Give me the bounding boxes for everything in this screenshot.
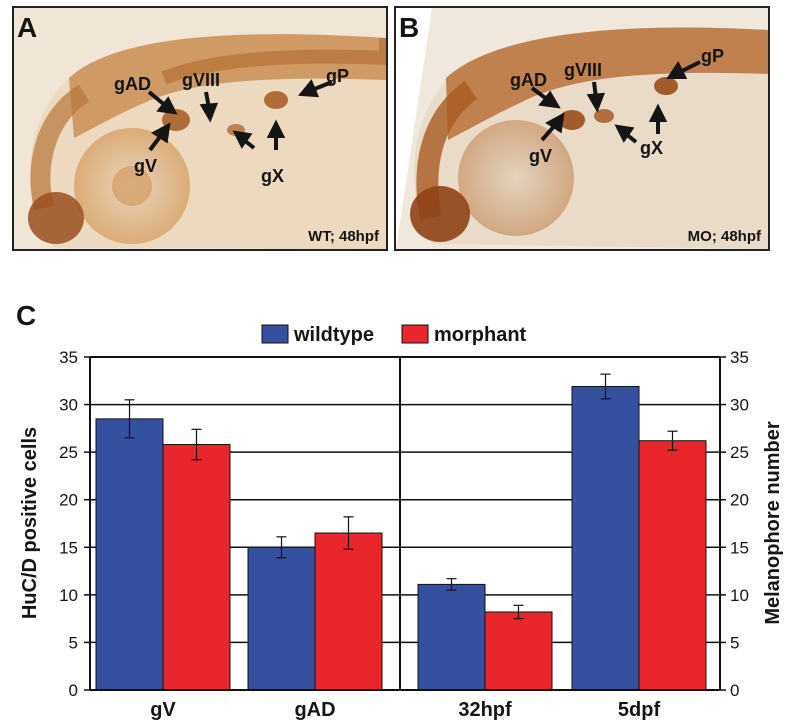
panel-b-caption: MO; 48hpf — [687, 228, 761, 245]
tick-label: 20 — [59, 491, 78, 510]
tick-label: 15 — [730, 538, 749, 557]
panel-a-letter: A — [17, 12, 38, 43]
axes — [89, 356, 721, 691]
label-gviii: gVIII — [182, 70, 221, 90]
bars — [95, 373, 707, 691]
label-gviii: gVIII — [564, 60, 603, 80]
bar-morphant — [638, 440, 707, 691]
label-gad: gAD — [114, 74, 151, 94]
bar-wildtype — [417, 583, 486, 691]
legend-swatch-wildtype — [261, 324, 289, 344]
category-label: gAD — [294, 699, 335, 721]
tick-label: 0 — [69, 681, 78, 700]
tick-label: 5 — [69, 633, 78, 652]
tick-label: 35 — [59, 348, 78, 367]
category-labels: gV gAD 32hpf 5dpf — [150, 699, 660, 721]
right-axis-label: Melanophore number — [762, 421, 784, 625]
tick-label: 5 — [730, 633, 739, 652]
panel-b-micrograph: B gAD gVIII gP gV gX MO; 48hpf — [394, 6, 770, 251]
tick-label: 20 — [730, 491, 749, 510]
panel-a-caption: WT; 48hpf — [308, 228, 379, 245]
tick-label: 10 — [730, 586, 749, 605]
wildtype-embryo-image — [14, 8, 386, 249]
category-label: 5dpf — [618, 699, 661, 721]
tick-label: 30 — [730, 396, 749, 415]
bar-morphant — [314, 532, 383, 691]
tick-label: 15 — [59, 538, 78, 557]
panel-a-micrograph: A gAD gVIII gP gV gX WT; 48hpf — [12, 6, 388, 251]
label-gad: gAD — [510, 70, 547, 90]
tick-label: 0 — [730, 681, 739, 700]
bar-morphant — [162, 444, 231, 691]
label-gx: gX — [640, 138, 664, 158]
tick-label: 25 — [59, 443, 78, 462]
bar-wildtype — [95, 418, 164, 691]
left-axis-label: HuC/D positive cells — [19, 427, 41, 619]
legend-label-morphant: morphant — [434, 324, 527, 346]
legend: wildtype morphant — [261, 324, 527, 346]
tick-label: 35 — [730, 348, 749, 367]
left-axis-ticks: 0 5 10 15 20 25 30 35 — [59, 348, 90, 700]
tick-label: 10 — [59, 586, 78, 605]
tick-label: 30 — [59, 396, 78, 415]
bar-wildtype — [247, 546, 316, 691]
category-label: gV — [150, 699, 176, 721]
panel-b-letter: B — [399, 12, 420, 43]
legend-label-wildtype: wildtype — [293, 324, 374, 346]
category-label: 32hpf — [458, 699, 512, 721]
tick-label: 25 — [730, 443, 749, 462]
panel-c-letter: C — [16, 300, 37, 331]
label-gv: gV — [529, 146, 553, 166]
label-gp: gP — [701, 46, 725, 66]
bar-morphant — [484, 611, 553, 691]
legend-swatch-morphant — [401, 324, 429, 344]
bar-wildtype — [571, 385, 640, 691]
label-gv: gV — [134, 156, 158, 176]
label-gx: gX — [261, 166, 285, 186]
right-axis-ticks: 0 5 10 15 20 25 30 35 — [720, 348, 749, 700]
